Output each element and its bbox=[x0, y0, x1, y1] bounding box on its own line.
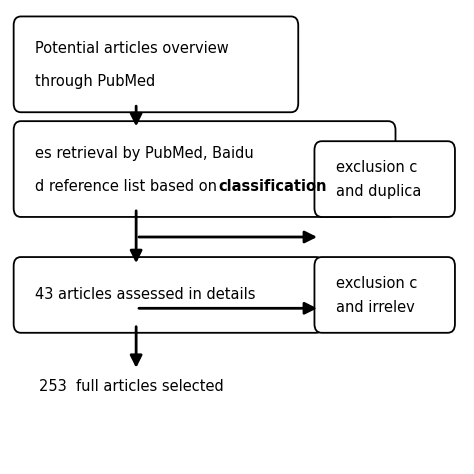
Text: Potential articles overview: Potential articles overview bbox=[35, 41, 229, 56]
FancyBboxPatch shape bbox=[14, 257, 323, 333]
Text: exclusion c: exclusion c bbox=[336, 160, 418, 175]
FancyBboxPatch shape bbox=[14, 121, 395, 217]
Text: and duplica: and duplica bbox=[336, 184, 421, 200]
FancyBboxPatch shape bbox=[314, 257, 455, 333]
Text: d reference list based on: d reference list based on bbox=[35, 179, 222, 194]
Text: 43 articles assessed in details: 43 articles assessed in details bbox=[35, 287, 256, 302]
Text: and irrelev: and irrelev bbox=[336, 300, 415, 315]
Text: es retrieval by PubMed, Baidu: es retrieval by PubMed, Baidu bbox=[35, 146, 254, 161]
Text: through PubMed: through PubMed bbox=[35, 74, 155, 89]
FancyBboxPatch shape bbox=[314, 141, 455, 217]
FancyBboxPatch shape bbox=[14, 17, 298, 112]
Text: 253  full articles selected: 253 full articles selected bbox=[39, 379, 224, 394]
Text: exclusion c: exclusion c bbox=[336, 276, 418, 291]
Text: classification: classification bbox=[219, 179, 327, 194]
